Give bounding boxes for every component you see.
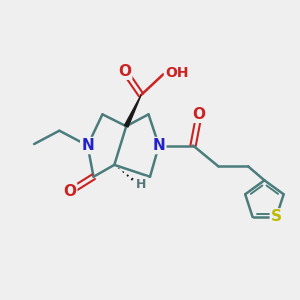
Text: S: S (271, 209, 282, 224)
Text: H: H (136, 178, 146, 191)
Polygon shape (124, 95, 141, 127)
Text: N: N (81, 138, 94, 153)
Text: O: O (118, 64, 131, 79)
Text: O: O (193, 107, 206, 122)
Text: OH: OH (165, 66, 188, 80)
Text: O: O (63, 184, 76, 199)
Text: N: N (152, 138, 165, 153)
